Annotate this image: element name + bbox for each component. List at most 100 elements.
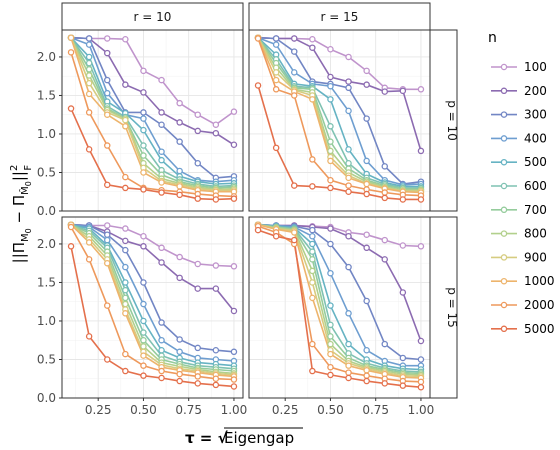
data-point-n-200 [158,109,165,116]
data-point-n-100 [122,225,129,232]
data-point-n-200 [399,87,407,95]
x-tick-label: 0.50 [317,403,344,417]
legend-key-point [500,135,508,142]
series-line-n-1000 [70,37,234,193]
legend-key-point [500,254,508,261]
data-point-n-400 [158,148,165,155]
y-axis-title: ||ΠM0 − ΠM̂0||2 F [9,165,34,264]
data-point-n-5000 [212,196,220,203]
legend-label-n-5000: 5000 [524,322,555,336]
data-point-n-1000 [104,111,111,118]
data-point-n-300 [140,279,147,286]
data-point-n-600 [327,123,334,130]
data-point-n-700 [122,294,129,302]
data-point-n-100 [230,108,238,115]
data-point-n-5000 [194,380,201,387]
data-point-n-400 [363,346,370,354]
legend-key-point [500,63,508,71]
data-point-n-2000 [417,378,425,386]
panel-p15-r15 [248,216,431,399]
data-point-n-800 [327,340,334,348]
facet-label-p-15: p = 15 [445,287,459,328]
y-tick-label: 0.0 [37,204,56,218]
x-axis-ticks: 0.25 0.50 0.75 1.00 0.25 0.50 0.75 1.00 [85,398,434,417]
y-tick-label: 0.0 [37,391,56,405]
series-line-n-2000 [257,38,421,197]
data-point-n-2000 [176,370,183,378]
data-point-n-400 [327,82,334,90]
series-line-n-200 [258,36,422,152]
data-point-n-5000 [272,233,280,240]
data-point-n-2000 [309,156,316,163]
x-tick-label: 1.00 [221,403,248,417]
data-point-n-2000 [67,223,75,231]
data-point-n-2000 [158,367,165,375]
series-line-n-100 [70,223,234,268]
data-point-n-5000 [67,105,75,112]
y-axis-ticks: 0.0 0.5 1.0 1.5 2.0 0.0 0.5 1.0 1.5 2.0 [37,50,62,405]
data-point-n-100 [327,46,334,53]
data-point-n-200 [345,233,352,240]
data-point-n-5000 [104,356,111,363]
data-point-n-700 [309,256,316,263]
data-point-n-5000 [230,383,238,390]
data-point-n-1000 [158,179,165,186]
data-point-n-100 [140,233,147,240]
data-point-n-300 [85,35,93,42]
data-point-n-5000 [417,196,425,203]
data-point-n-300 [363,297,370,305]
data-point-n-2000 [309,340,316,348]
data-point-n-5000 [254,226,262,234]
data-point-n-5000 [176,191,183,199]
series-line-n-900 [70,37,234,191]
data-point-n-300 [176,138,183,145]
legend-label-n-400: 400 [524,131,547,145]
data-point-n-5000 [345,374,352,382]
data-point-n-200 [212,285,220,292]
legend-key-point [500,206,508,214]
series-line-n-5000 [257,85,421,201]
data-point-n-5000 [327,184,334,192]
series-line-n-700 [70,223,234,372]
data-point-n-5000 [85,146,93,153]
x-tick-label: 0.25 [272,403,299,417]
series-line-n-2000 [70,52,234,198]
series-line-n-5000 [70,108,234,201]
data-point-n-1000 [309,96,316,103]
series-line-n-5000 [257,229,421,388]
x-tick-label: 0.25 [85,403,112,417]
data-point-n-400 [104,89,111,97]
series-line-n-1000 [257,223,421,379]
data-point-n-1000 [140,169,147,176]
data-point-n-300 [417,356,425,363]
panel-p15-r10 [61,216,244,399]
series-line-n-400 [70,223,234,362]
data-point-n-400 [122,263,129,271]
data-point-n-300 [290,48,298,55]
series-line-n-100 [70,36,235,126]
data-point-n-300 [345,263,352,271]
data-point-n-200 [363,81,370,88]
data-point-n-600 [345,159,352,167]
data-point-n-1000 [345,362,352,369]
data-point-n-800 [140,343,147,350]
data-point-n-100 [212,121,220,128]
y-tick-label: 1.5 [37,88,56,102]
data-point-n-500 [345,146,352,153]
data-point-n-100 [104,222,111,229]
data-point-n-1000 [327,350,334,358]
data-point-n-800 [309,267,316,275]
data-point-n-1000 [363,367,370,374]
legend: n 100 200 300 400 500 600 700 800 900 1000 2000 500… [488,30,555,336]
data-point-n-300 [381,163,388,170]
legend-label-n-100: 100 [524,60,547,74]
data-point-n-300 [363,115,370,122]
data-point-n-600 [309,248,316,255]
data-point-n-2000 [104,142,111,149]
data-point-n-700 [85,66,93,73]
data-point-n-2000 [345,182,352,189]
data-point-n-400 [327,269,334,277]
data-point-n-200 [176,119,183,126]
data-point-n-1000 [85,90,93,98]
